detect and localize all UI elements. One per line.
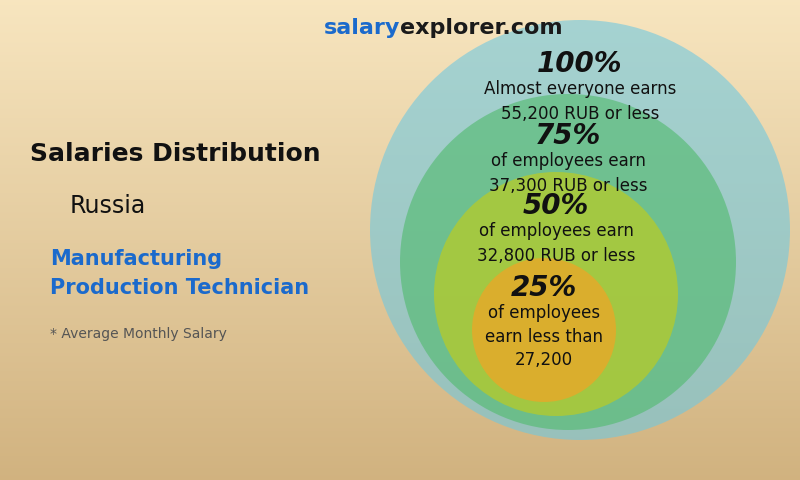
Text: salary: salary <box>324 18 400 38</box>
Text: 100%: 100% <box>538 50 622 78</box>
Text: Manufacturing
Production Technician: Manufacturing Production Technician <box>50 249 309 299</box>
Circle shape <box>400 94 736 430</box>
Text: Russia: Russia <box>70 194 146 218</box>
Text: of employees earn
32,800 RUB or less: of employees earn 32,800 RUB or less <box>477 222 635 265</box>
Text: * Average Monthly Salary: * Average Monthly Salary <box>50 326 227 341</box>
Circle shape <box>472 258 616 402</box>
Text: of employees earn
37,300 RUB or less: of employees earn 37,300 RUB or less <box>489 152 647 195</box>
Text: 25%: 25% <box>511 274 577 302</box>
Text: 50%: 50% <box>523 192 589 220</box>
Circle shape <box>370 20 790 440</box>
Text: Almost everyone earns
55,200 RUB or less: Almost everyone earns 55,200 RUB or less <box>484 80 676 123</box>
Circle shape <box>434 172 678 416</box>
Text: Salaries Distribution: Salaries Distribution <box>30 142 321 166</box>
Text: of employees
earn less than
27,200: of employees earn less than 27,200 <box>485 304 603 369</box>
Text: explorer.com: explorer.com <box>400 18 562 38</box>
Text: 75%: 75% <box>535 122 601 150</box>
